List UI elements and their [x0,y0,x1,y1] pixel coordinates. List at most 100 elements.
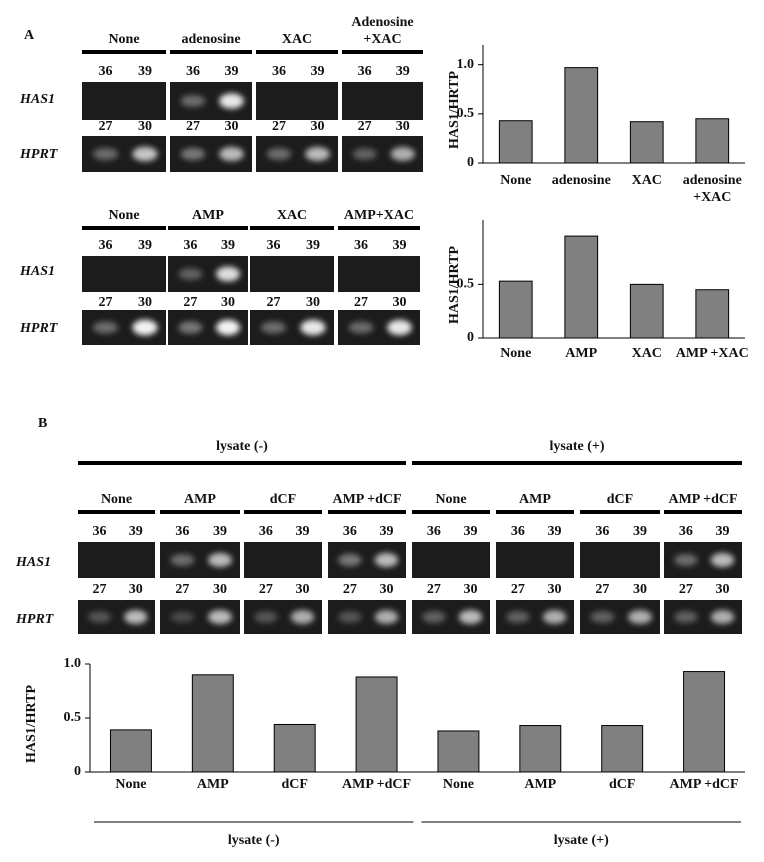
cycle-label: 27 [272,119,286,134]
bar [601,725,644,773]
cycle-label: 30 [138,295,152,310]
y-axis-title: HAS1/HRTP [447,71,462,150]
gel-band [216,319,240,336]
gel-lane [82,82,166,120]
bar [564,67,599,164]
group-label: lysate (+) [554,833,609,848]
cycle-label: 27 [99,119,113,134]
cycle-label: 36 [99,64,113,79]
gel-band [216,266,240,282]
group-label: lysate (-) [228,833,280,848]
bar [695,118,730,164]
bar [519,725,562,773]
gel-band [674,553,698,567]
cycle-label: 30 [716,582,730,597]
y-tick-label: 0.5 [457,277,475,292]
gel-band [170,611,195,623]
gel-band [178,321,203,334]
bar [629,121,664,164]
cycle-label: 30 [548,582,562,597]
bar [355,676,398,773]
y-tick-label: 0 [74,764,81,779]
x-tick-label: dCF [281,777,308,792]
gel-band [300,319,326,336]
cycle-label: 30 [213,582,227,597]
x-tick-label: adenosine [551,173,611,188]
cycle-label: 30 [380,582,394,597]
lane-label: AMP [192,208,224,223]
gel-band [180,147,206,161]
gel-band [387,319,412,336]
cycle-label: 30 [306,295,320,310]
gel-lane [580,542,660,578]
gene-label: HPRT [19,321,59,336]
cycle-label: 39 [296,524,310,539]
lane-label: AMP [519,492,551,507]
x-tick-label: AMP +dCF [669,777,739,792]
cycle-label: 30 [296,582,310,597]
gel-band [374,552,399,568]
cycle-label: 30 [396,119,410,134]
gel-lane [256,82,338,120]
gel-band [208,609,232,625]
bar [683,671,726,773]
cycle-label: 30 [633,582,647,597]
gel-lane [412,542,490,578]
cycle-label: 39 [396,64,410,79]
cycle-label: 39 [138,64,152,79]
panel-letter: B [38,416,47,431]
gel-band [170,553,195,567]
cycle-label: 27 [267,295,281,310]
bar [191,674,234,773]
gel-band [710,552,735,568]
x-tick-label: AMP +dCF [342,777,412,792]
gel-band [92,321,119,334]
cycle-label: 27 [354,295,368,310]
cycle-label: 30 [138,119,152,134]
gel-band [352,148,377,160]
gel-lane [496,542,574,578]
gel-band [542,610,567,624]
group-label: lysate (-) [216,439,268,454]
lane-label: AMP+XAC [343,208,415,223]
gel-band [506,611,530,623]
cycle-label: 36 [183,238,197,253]
lane-label: adenosine [181,32,241,47]
gel-band [219,146,244,162]
cycle-label: 39 [138,238,152,253]
x-tick-label: XAC [631,173,662,188]
cycle-label: 39 [225,64,239,79]
cycle-label: 27 [358,119,372,134]
lane-label: Adenosine +XAC [351,15,414,47]
y-axis-title: HAS1/HRTP [24,685,39,764]
x-tick-label: XAC [631,346,662,361]
cycle-label: 36 [175,524,189,539]
gel-lane [78,542,155,578]
cycle-label: 39 [464,524,478,539]
y-tick-label: 1.0 [457,57,475,72]
cycle-label: 36 [99,238,113,253]
cycle-label: 39 [716,524,730,539]
panel-letter: A [24,28,35,43]
cycle-label: 36 [267,238,281,253]
cycle-label: 36 [272,64,286,79]
gel-band [219,93,244,109]
lane-label: XAC [276,208,308,223]
cycle-label: 27 [186,119,200,134]
cycle-label: 30 [311,119,325,134]
cycle-label: 27 [511,582,525,597]
cycle-label: 39 [380,524,394,539]
cycle-label: 36 [427,524,441,539]
y-tick-label: 0 [467,330,474,345]
gel-band [88,611,112,623]
gel-band [178,268,203,280]
cycle-label: 36 [259,524,273,539]
gel-band [290,610,315,624]
gel-band [260,321,287,334]
cycle-label: 39 [633,524,647,539]
lane-label: AMP +dCF [332,492,402,507]
gel-lane [342,82,423,120]
gel-band [305,146,330,162]
lane-label: AMP +dCF [668,492,738,507]
